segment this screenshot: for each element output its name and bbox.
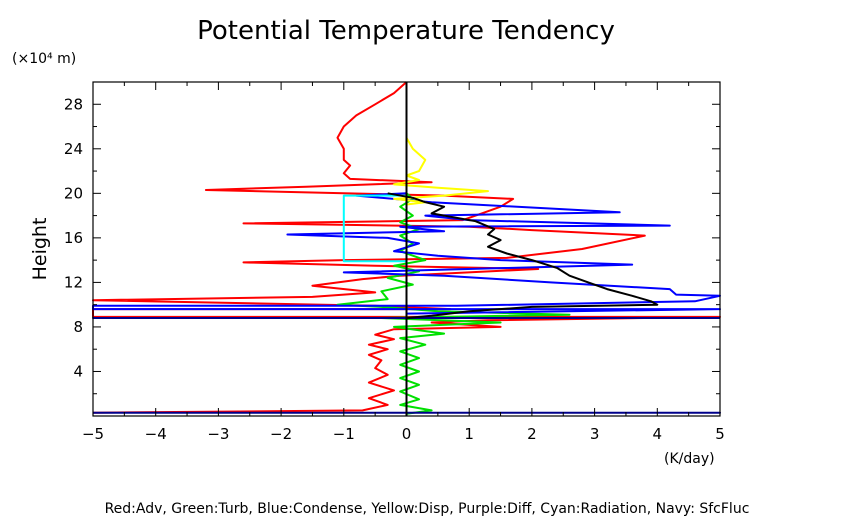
series-line-3 — [92, 192, 721, 416]
series-layer — [92, 81, 721, 416]
legend-text: Red:Adv, Green:Turb, Blue:Condense, Yell… — [105, 501, 750, 517]
y-tick-label: 16 — [64, 229, 83, 247]
y-axis-unit: (×10⁴ m) — [12, 51, 76, 67]
x-tick-label: 4 — [653, 425, 663, 443]
x-tick-label: 1 — [464, 425, 474, 443]
x-tick-label: −3 — [207, 425, 229, 443]
series-line-6 — [342, 194, 407, 263]
x-axis-unit: (K/day) — [664, 451, 715, 467]
x-tick-label: −5 — [82, 425, 104, 443]
x-tick-label: 2 — [527, 425, 537, 443]
y-tick-label: 24 — [64, 140, 83, 158]
y-tick-label: 28 — [64, 95, 83, 113]
series-line-7 — [387, 192, 659, 414]
y-tick-label: 20 — [64, 184, 83, 202]
x-tick-label: −4 — [145, 425, 167, 443]
x-tick-label: 3 — [590, 425, 600, 443]
y-axis-label: Height — [29, 218, 51, 281]
y-tick-label: 8 — [73, 318, 83, 336]
x-tick-label: −1 — [333, 425, 355, 443]
x-tick-label: 0 — [402, 425, 412, 443]
x-tick-label: 5 — [715, 425, 725, 443]
y-tick-label: 12 — [64, 273, 83, 291]
y-tick-label: 4 — [73, 362, 83, 380]
series-line-1 — [92, 81, 721, 414]
chart-title: Potential Temperature Tendency — [197, 16, 615, 46]
x-tick-label: −2 — [270, 425, 292, 443]
series-line-5 — [393, 137, 489, 206]
